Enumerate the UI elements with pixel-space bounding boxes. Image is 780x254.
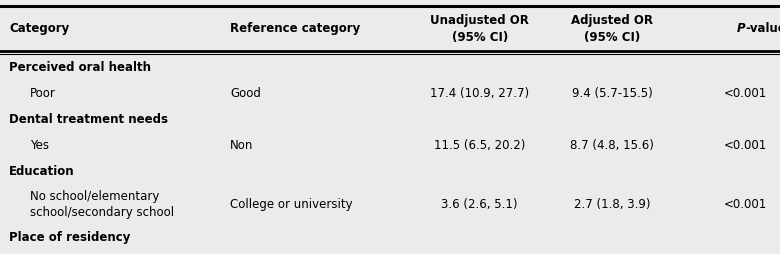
Text: <0.001: <0.001 bbox=[723, 198, 767, 211]
Text: <0.001: <0.001 bbox=[723, 139, 767, 152]
Text: Category: Category bbox=[9, 22, 69, 35]
Text: 8.7 (4.8, 15.6): 8.7 (4.8, 15.6) bbox=[570, 139, 654, 152]
Text: No school/elementary
school/secondary school: No school/elementary school/secondary sc… bbox=[30, 190, 174, 219]
Text: Reference category: Reference category bbox=[230, 22, 360, 35]
Text: Poor: Poor bbox=[30, 87, 55, 100]
Text: College or university: College or university bbox=[230, 198, 353, 211]
Text: 2.7 (1.8, 3.9): 2.7 (1.8, 3.9) bbox=[574, 198, 651, 211]
Text: 3.6 (2.6, 5.1): 3.6 (2.6, 5.1) bbox=[441, 198, 518, 211]
Text: Good: Good bbox=[230, 87, 261, 100]
Text: Yes: Yes bbox=[30, 139, 48, 152]
Text: Non: Non bbox=[230, 139, 254, 152]
Text: Adjusted OR
(95% CI): Adjusted OR (95% CI) bbox=[571, 13, 654, 44]
Text: Education: Education bbox=[9, 165, 75, 178]
Text: 9.4 (5.7-15.5): 9.4 (5.7-15.5) bbox=[572, 87, 653, 100]
Text: -value: -value bbox=[745, 22, 780, 35]
Text: Perceived oral health: Perceived oral health bbox=[9, 61, 151, 74]
Text: Place of residency: Place of residency bbox=[9, 231, 131, 244]
Text: Unadjusted OR
(95% CI): Unadjusted OR (95% CI) bbox=[431, 13, 529, 44]
Text: P: P bbox=[736, 22, 745, 35]
Text: 17.4 (10.9, 27.7): 17.4 (10.9, 27.7) bbox=[430, 87, 530, 100]
Text: Dental treatment needs: Dental treatment needs bbox=[9, 113, 168, 126]
Text: 11.5 (6.5, 20.2): 11.5 (6.5, 20.2) bbox=[434, 139, 526, 152]
Text: <0.001: <0.001 bbox=[723, 87, 767, 100]
